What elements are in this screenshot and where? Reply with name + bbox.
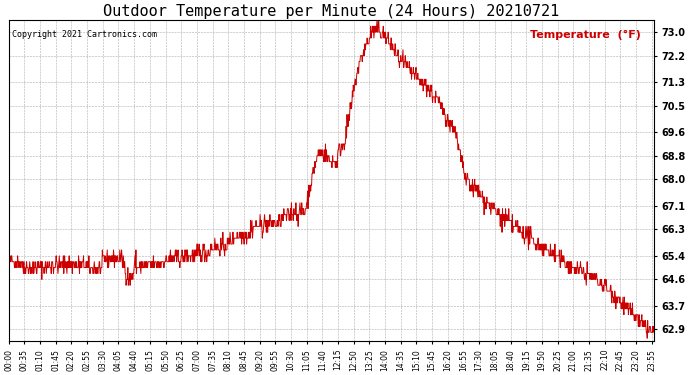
Text: Copyright 2021 Cartronics.com: Copyright 2021 Cartronics.com: [12, 30, 157, 39]
Title: Outdoor Temperature per Minute (24 Hours) 20210721: Outdoor Temperature per Minute (24 Hours…: [104, 4, 560, 19]
Text: Temperature  (°F): Temperature (°F): [530, 30, 641, 40]
